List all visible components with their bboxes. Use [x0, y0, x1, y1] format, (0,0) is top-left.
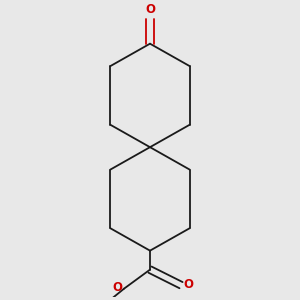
Text: O: O: [184, 278, 194, 291]
Text: O: O: [145, 3, 155, 16]
Text: O: O: [112, 281, 122, 294]
